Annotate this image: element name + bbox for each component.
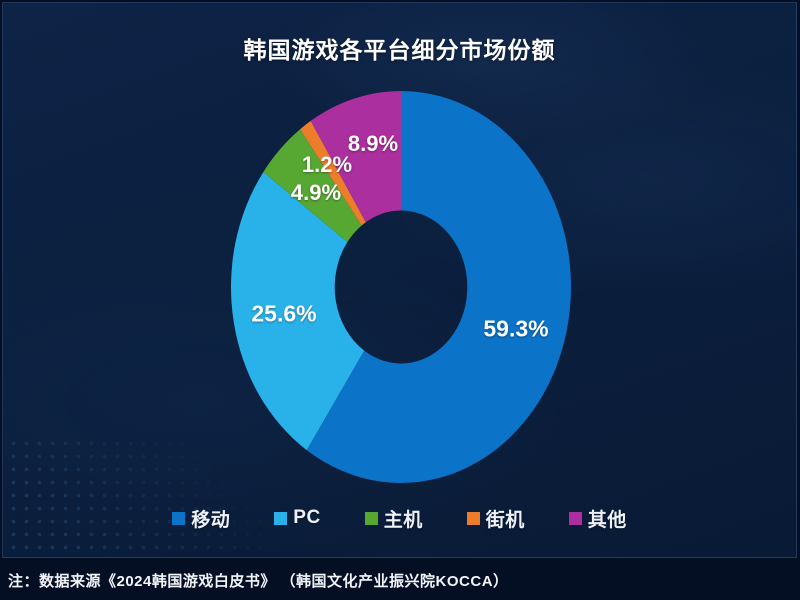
- legend-swatch-other: [568, 511, 582, 525]
- legend-label-mobile: 移动: [191, 509, 231, 531]
- legend-swatch-arcade: [466, 511, 480, 525]
- segment-value-label-other: 8.9%: [347, 131, 399, 156]
- legend-swatch-console: [364, 511, 378, 525]
- chart-panel: 韩国游戏各平台细分市场份额 59.3% 25.6% 4.9% 1.2% 8.9%…: [2, 2, 797, 558]
- pie-segment-0: [306, 91, 571, 483]
- pie-segment-2: [263, 129, 362, 243]
- legend-item-console: 主机: [364, 505, 423, 532]
- legend-item-pc: PC: [274, 507, 320, 529]
- legend-item-arcade: 街机: [466, 505, 525, 532]
- dot-grid-decoration: [7, 437, 272, 555]
- legend-swatch-mobile: [172, 511, 186, 525]
- chart-legend: 移动 PC 主机 街机 其他: [3, 504, 796, 532]
- legend-item-other: 其他: [568, 505, 627, 532]
- legend-label-pc: PC: [293, 507, 321, 528]
- segment-value-label-arcade: 1.2%: [301, 152, 353, 177]
- source-footnote: 注：数据来源《2024韩国游戏白皮书》 （韩国文化产业振兴院KOCCA）: [8, 573, 509, 590]
- segment-value-label-console: 4.9%: [290, 180, 342, 205]
- pie-segment-1: [231, 171, 365, 451]
- legend-item-mobile: 移动: [172, 505, 230, 532]
- chart-title: 韩国游戏各平台细分市场份额: [243, 37, 556, 63]
- pie-segment-4: [310, 91, 401, 223]
- pie-segment-3: [300, 120, 366, 226]
- legend-label-other: 其他: [587, 509, 627, 531]
- legend-label-arcade: 街机: [485, 509, 525, 531]
- legend-swatch-pc: [274, 511, 288, 525]
- legend-label-console: 主机: [383, 509, 423, 531]
- segment-value-label-pc: 25.6%: [251, 300, 317, 327]
- donut-chart: [231, 91, 571, 483]
- segment-value-label-mobile: 59.3%: [483, 315, 549, 342]
